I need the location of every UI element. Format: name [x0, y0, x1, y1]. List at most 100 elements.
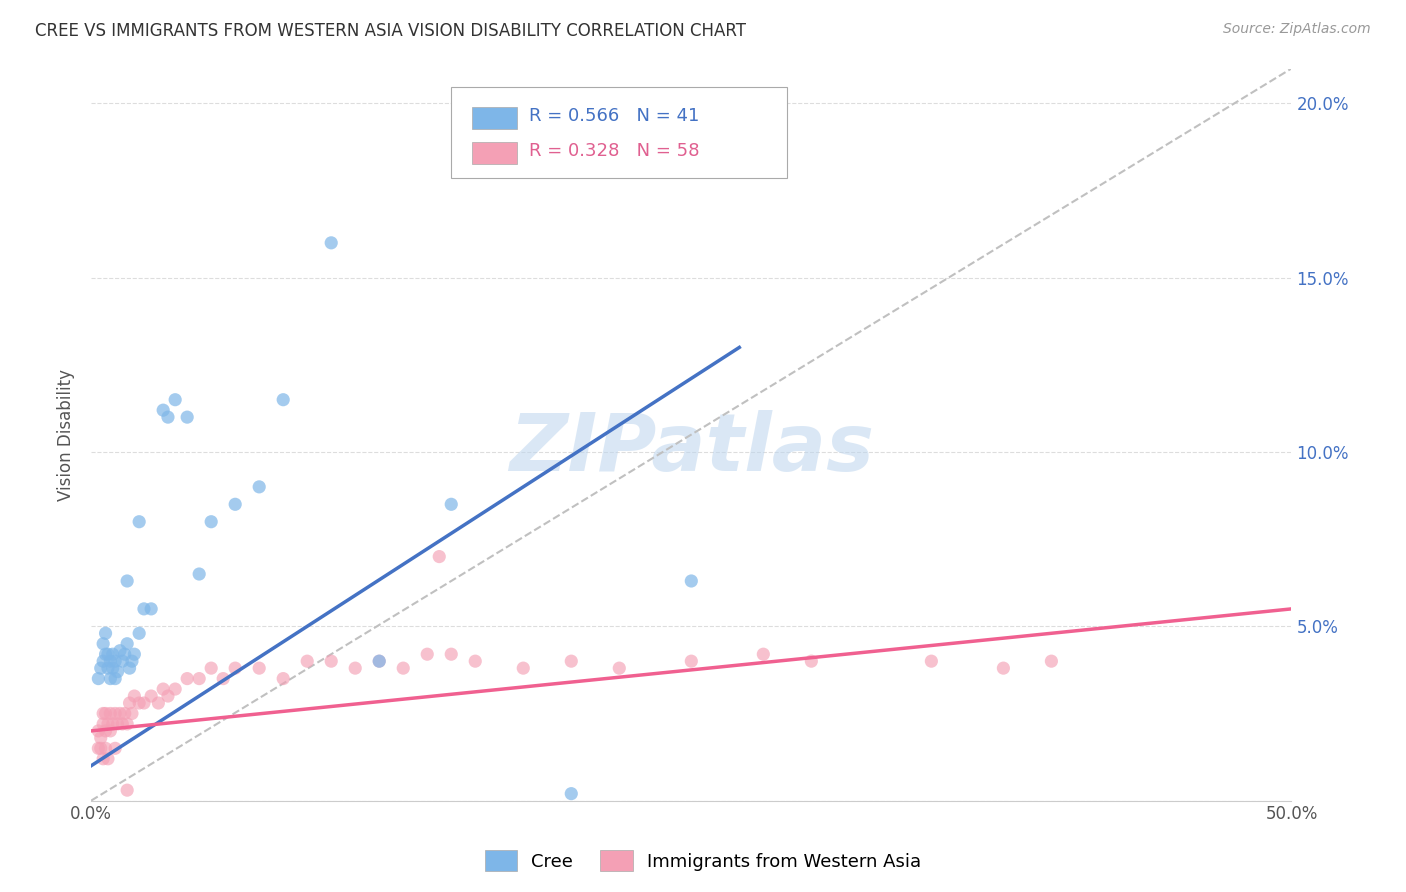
- Point: [152, 403, 174, 417]
- Point: [344, 661, 367, 675]
- Point: [98, 654, 121, 668]
- Point: [91, 717, 114, 731]
- Point: [165, 392, 187, 407]
- Point: [368, 654, 391, 668]
- Point: [98, 672, 121, 686]
- Point: [156, 689, 179, 703]
- FancyBboxPatch shape: [471, 142, 517, 164]
- Point: [464, 654, 486, 668]
- Point: [681, 574, 703, 588]
- Point: [152, 681, 174, 696]
- Point: [115, 637, 138, 651]
- Text: ZIPatlas: ZIPatlas: [509, 410, 873, 488]
- Point: [752, 647, 775, 661]
- Point: [104, 706, 127, 721]
- Point: [94, 626, 117, 640]
- Point: [440, 497, 463, 511]
- Point: [90, 741, 112, 756]
- Point: [115, 717, 138, 731]
- Point: [101, 647, 124, 661]
- Text: Source: ZipAtlas.com: Source: ZipAtlas.com: [1223, 22, 1371, 37]
- Point: [200, 661, 222, 675]
- Point: [800, 654, 823, 668]
- Point: [176, 410, 198, 425]
- Text: R = 0.328   N = 58: R = 0.328 N = 58: [529, 142, 700, 161]
- Point: [560, 787, 582, 801]
- Point: [94, 723, 117, 738]
- Point: [101, 661, 124, 675]
- Point: [321, 235, 343, 250]
- Point: [121, 706, 143, 721]
- Point: [97, 752, 120, 766]
- Point: [121, 654, 143, 668]
- Point: [141, 689, 163, 703]
- Point: [124, 689, 146, 703]
- Point: [94, 647, 117, 661]
- Point: [128, 626, 150, 640]
- Point: [993, 661, 1015, 675]
- Point: [98, 706, 121, 721]
- Point: [271, 392, 294, 407]
- Point: [115, 783, 138, 797]
- Point: [94, 741, 117, 756]
- Legend: Cree, Immigrants from Western Asia: Cree, Immigrants from Western Asia: [477, 843, 929, 879]
- Point: [108, 706, 131, 721]
- Point: [118, 661, 141, 675]
- Point: [97, 717, 120, 731]
- Point: [607, 661, 630, 675]
- Point: [271, 672, 294, 686]
- Point: [97, 661, 120, 675]
- Point: [108, 643, 131, 657]
- Point: [368, 654, 391, 668]
- Point: [295, 654, 318, 668]
- Point: [87, 741, 110, 756]
- Point: [165, 681, 187, 696]
- Point: [107, 717, 129, 731]
- Point: [87, 672, 110, 686]
- Point: [94, 706, 117, 721]
- Point: [681, 654, 703, 668]
- Point: [111, 654, 134, 668]
- Point: [188, 567, 211, 582]
- Point: [111, 717, 134, 731]
- FancyBboxPatch shape: [451, 87, 787, 178]
- Point: [224, 497, 246, 511]
- Point: [90, 661, 112, 675]
- Point: [104, 672, 127, 686]
- Point: [87, 723, 110, 738]
- Point: [91, 637, 114, 651]
- Point: [392, 661, 415, 675]
- Point: [212, 672, 235, 686]
- Point: [920, 654, 942, 668]
- Point: [114, 706, 136, 721]
- Point: [188, 672, 211, 686]
- Point: [416, 647, 439, 661]
- Point: [90, 731, 112, 745]
- Point: [98, 723, 121, 738]
- Point: [148, 696, 170, 710]
- Point: [128, 696, 150, 710]
- Point: [200, 515, 222, 529]
- Point: [224, 661, 246, 675]
- Point: [91, 654, 114, 668]
- Point: [247, 661, 270, 675]
- Point: [101, 717, 124, 731]
- Point: [440, 647, 463, 661]
- Text: CREE VS IMMIGRANTS FROM WESTERN ASIA VISION DISABILITY CORRELATION CHART: CREE VS IMMIGRANTS FROM WESTERN ASIA VIS…: [35, 22, 747, 40]
- Point: [91, 752, 114, 766]
- Point: [247, 480, 270, 494]
- Point: [141, 602, 163, 616]
- Point: [114, 647, 136, 661]
- Point: [321, 654, 343, 668]
- Point: [132, 696, 155, 710]
- Point: [512, 661, 534, 675]
- Point: [156, 410, 179, 425]
- Text: R = 0.566   N = 41: R = 0.566 N = 41: [529, 107, 700, 125]
- Point: [560, 654, 582, 668]
- Point: [107, 665, 129, 679]
- Point: [104, 741, 127, 756]
- Point: [176, 672, 198, 686]
- Y-axis label: Vision Disability: Vision Disability: [58, 368, 75, 500]
- Point: [91, 706, 114, 721]
- Point: [115, 574, 138, 588]
